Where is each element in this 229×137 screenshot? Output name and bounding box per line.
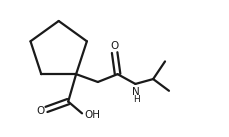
Text: H: H — [132, 95, 139, 104]
Text: O: O — [36, 106, 44, 116]
Text: N: N — [132, 87, 140, 97]
Text: OH: OH — [84, 110, 100, 120]
Text: O: O — [110, 41, 118, 51]
